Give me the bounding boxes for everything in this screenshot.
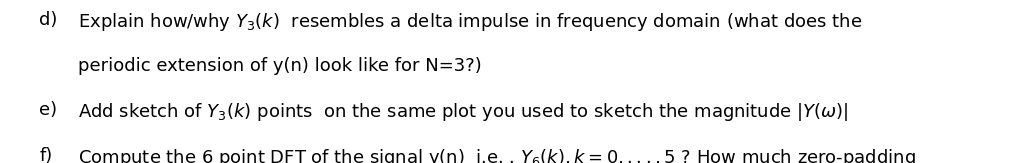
Text: Compute the 6 point DFT of the signal y(n)  i.e. . $Y_6(k), k = 0, ..., 5$ ? How: Compute the 6 point DFT of the signal y(… [78,147,916,163]
Text: e): e) [39,101,57,119]
Text: f): f) [39,147,53,163]
Text: periodic extension of y(n) look like for N=3?): periodic extension of y(n) look like for… [78,57,482,75]
Text: d): d) [39,11,58,29]
Text: Add sketch of $Y_3(k)$ points  on the same plot you used to sketch the magnitude: Add sketch of $Y_3(k)$ points on the sam… [78,101,848,123]
Text: Explain how/why $Y_3(k)$  resembles a delta impulse in frequency domain (what do: Explain how/why $Y_3(k)$ resembles a del… [78,11,862,33]
